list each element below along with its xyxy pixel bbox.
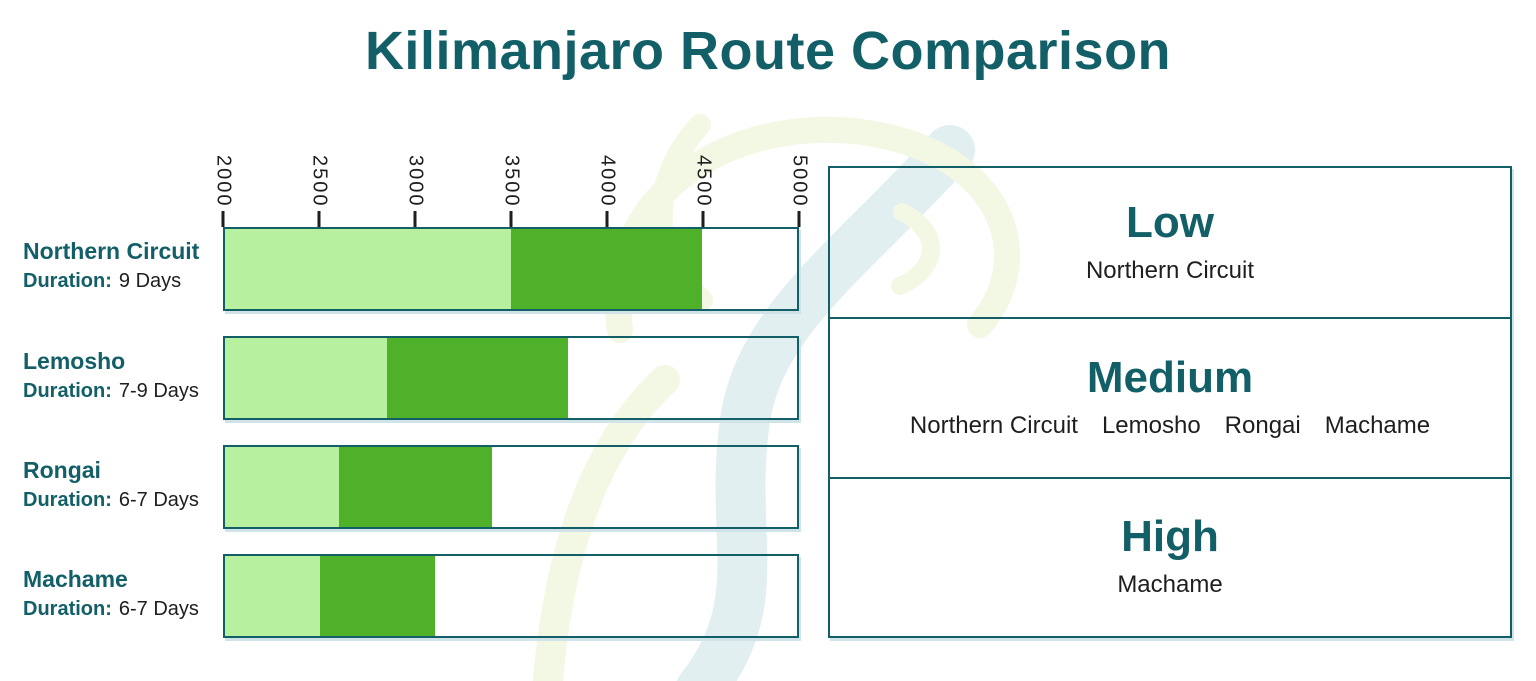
bar-segment-light: [225, 556, 321, 636]
level-route-name: Lemosho: [1101, 412, 1201, 440]
axis-tick-mark: [413, 211, 417, 227]
level-row-high: High Machame: [830, 479, 1510, 636]
route-label-machame: Machame Duration: 6-7 Days: [23, 566, 223, 621]
route-name: Lemosho: [23, 348, 126, 374]
level-route-name: Northern Circuit: [1085, 256, 1255, 284]
axis-tick-mark: [509, 211, 513, 227]
axis-tick-mark: [317, 211, 321, 227]
level-route-name: Machame: [1117, 571, 1223, 599]
bar-lemosho: [223, 336, 799, 420]
level-routes: Northern Circuit: [1086, 257, 1254, 285]
level-route-name: Northern Circuit: [909, 412, 1078, 440]
bar-segment-light: [225, 338, 388, 418]
bar-segment-dark: [320, 556, 435, 636]
bar-segment-dark: [511, 229, 702, 309]
level-row-low: Low Northern Circuit: [830, 168, 1510, 320]
bar-machame: [223, 554, 799, 638]
route-name: Machame: [23, 566, 128, 592]
duration-value: 7-9 Days: [118, 379, 199, 402]
duration-label: Duration:: [23, 597, 112, 620]
axis-tick-label: 4000: [596, 154, 619, 208]
route-duration: Duration: 6-7 Days: [23, 598, 223, 621]
bar-rongai: [223, 445, 799, 529]
axis-tick-mark: [221, 211, 225, 227]
bar-segment-light: [225, 447, 340, 527]
levels-panel: Low Northern Circuit Medium Northern Cir…: [828, 166, 1512, 638]
route-label-rongai: Rongai Duration: 6-7 Days: [23, 457, 223, 512]
level-routes: Machame: [1117, 571, 1222, 599]
bar-segment-dark: [339, 447, 492, 527]
route-label-northern-circuit: Northern Circuit Duration: 9 Days: [23, 238, 223, 293]
level-row-medium: Medium Northern Circuit Lemosho Rongai Mach…: [830, 319, 1510, 479]
route-duration: Duration: 6-7 Days: [23, 489, 223, 512]
bar-track: [225, 338, 797, 418]
level-route-name: Rongai: [1224, 412, 1301, 440]
duration-label: Duration:: [23, 488, 112, 511]
bar-track: [225, 229, 797, 309]
level-label: Medium: [1086, 353, 1254, 403]
duration-label: Duration:: [23, 379, 112, 402]
bar-segment-dark: [387, 338, 569, 418]
duration-value: 6-7 Days: [118, 597, 199, 620]
route-name: Rongai: [23, 457, 101, 483]
axis-tick-mark: [605, 211, 609, 227]
axis-tick-label: 5000: [788, 154, 811, 208]
level-label: High: [1121, 512, 1219, 562]
duration-label: Duration:: [23, 269, 112, 292]
route-label-lemosho: Lemosho Duration: 7-9 Days: [23, 348, 223, 403]
duration-value: 9 Days: [118, 269, 182, 292]
level-routes: Northern Circuit Lemosho Rongai Machame: [910, 412, 1430, 440]
x-axis: 2000 2500 3000 3500 4000 4500 5000: [213, 147, 811, 227]
axis-tick-mark: [797, 211, 801, 227]
route-name: Northern Circuit: [23, 238, 200, 264]
level-label: Low: [1126, 197, 1214, 247]
page-title: Kilimanjaro Route Comparison: [364, 21, 1172, 81]
route-duration: Duration: 7-9 Days: [23, 380, 223, 403]
bar-track: [225, 447, 797, 527]
level-route-name: Machame: [1324, 412, 1431, 440]
axis-tick-label: 4500: [692, 154, 715, 208]
axis-tick-label: 2500: [308, 154, 331, 208]
bar-northern-circuit: [223, 227, 799, 311]
axis-tick-mark: [701, 211, 705, 227]
route-duration: Duration: 9 Days: [23, 270, 223, 293]
axis-tick-label: 3500: [500, 154, 523, 208]
duration-value: 6-7 Days: [118, 488, 199, 511]
axis-tick-label: 3000: [404, 154, 427, 208]
bar-track: [225, 556, 797, 636]
axis-tick-label: 2000: [212, 154, 235, 208]
bar-segment-light: [225, 229, 511, 309]
